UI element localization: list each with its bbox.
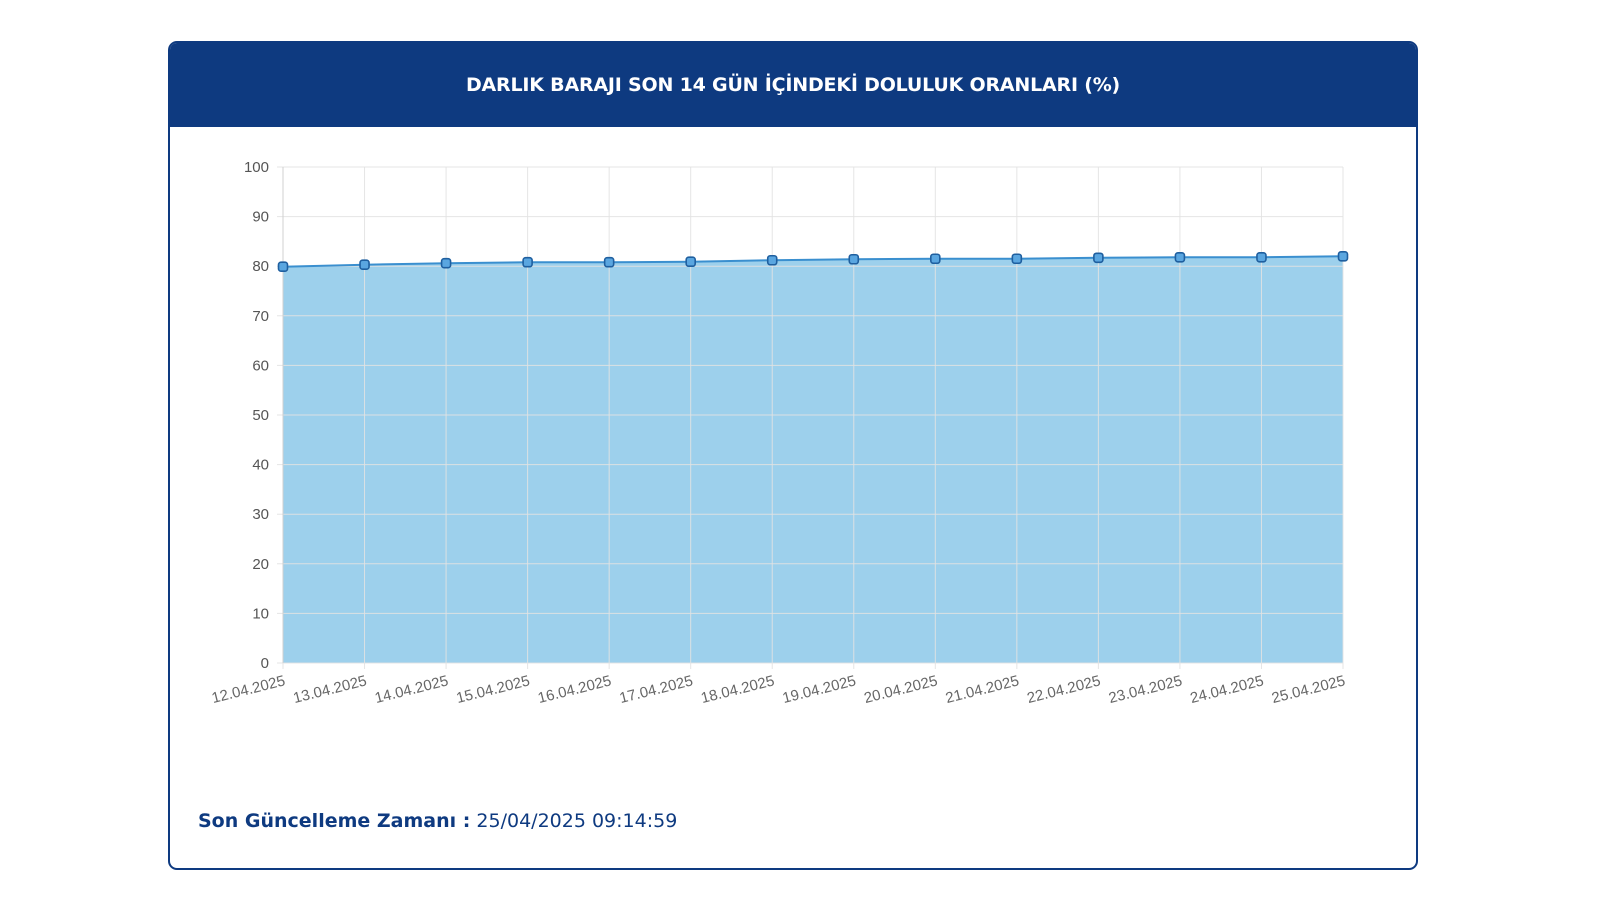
data-point [1337,250,1349,262]
x-tick-label: 22.04.2025 [1025,672,1102,707]
y-tick-label: 10 [252,605,269,622]
y-tick-label: 60 [252,357,269,374]
x-tick-label: 16.04.2025 [536,672,613,707]
x-tick-label: 19.04.2025 [781,672,858,707]
x-tick-label: 21.04.2025 [944,672,1021,707]
x-tick-label: 15.04.2025 [455,672,532,707]
last-update-value: 25/04/2025 09:14:59 [476,810,678,832]
x-tick-label: 25.04.2025 [1270,672,1347,707]
data-point [766,254,778,266]
data-point [359,259,370,271]
x-tick-label: 17.04.2025 [618,672,695,707]
y-tick-label: 0 [261,655,269,672]
area-fill [283,256,1343,663]
fill-rate-chart: 0 10 20 30 40 50 60 70 80 90 100 12.04.2025 13.04.20… [210,159,1349,707]
x-tick-label: 12.04.2025 [210,672,287,707]
last-update-label: Son Güncelleme Zamanı : [198,810,471,832]
y-tick-label: 70 [252,308,269,325]
data-point [522,256,533,268]
data-point [1093,252,1104,264]
y-tick-label: 90 [252,209,269,226]
y-tick-label: 30 [252,506,269,523]
data-point [277,261,289,272]
card-header: DARLIK BARAJI SON 14 GÜN İÇİNDEKİ DOLULU… [170,43,1416,127]
chart-card: DARLIK BARAJI SON 14 GÜN İÇİNDEKİ DOLULU… [168,41,1418,870]
series-line [282,255,1344,268]
y-tick-label: 40 [252,457,269,474]
data-point [685,256,696,268]
x-tick-label: 20.04.2025 [862,672,939,707]
last-update: Son Güncelleme Zamanı : 25/04/2025 09:14… [198,810,677,832]
x-tick-label: 14.04.2025 [373,672,450,707]
x-tick-label: 13.04.2025 [292,672,369,707]
chart-title: DARLIK BARAJI SON 14 GÜN İÇİNDEKİ DOLULU… [465,74,1121,96]
data-point [848,253,860,265]
x-tick-label: 18.04.2025 [699,672,776,707]
data-point [603,256,615,268]
x-tick-label: 24.04.2025 [1188,672,1265,707]
data-point [930,253,941,265]
y-tick-label: 20 [252,556,269,573]
y-tick-label: 50 [252,407,269,424]
y-tick-label: 80 [252,258,269,275]
x-tick-label: 23.04.2025 [1107,672,1184,707]
data-point [440,257,452,269]
chart-area: 0 10 20 30 40 50 60 70 80 90 100 12.04.2025 13.04.20… [170,43,1416,868]
data-point [1256,251,1267,263]
data-point [1011,253,1023,265]
data-point [1174,251,1186,263]
y-tick-label: 100 [244,159,269,176]
